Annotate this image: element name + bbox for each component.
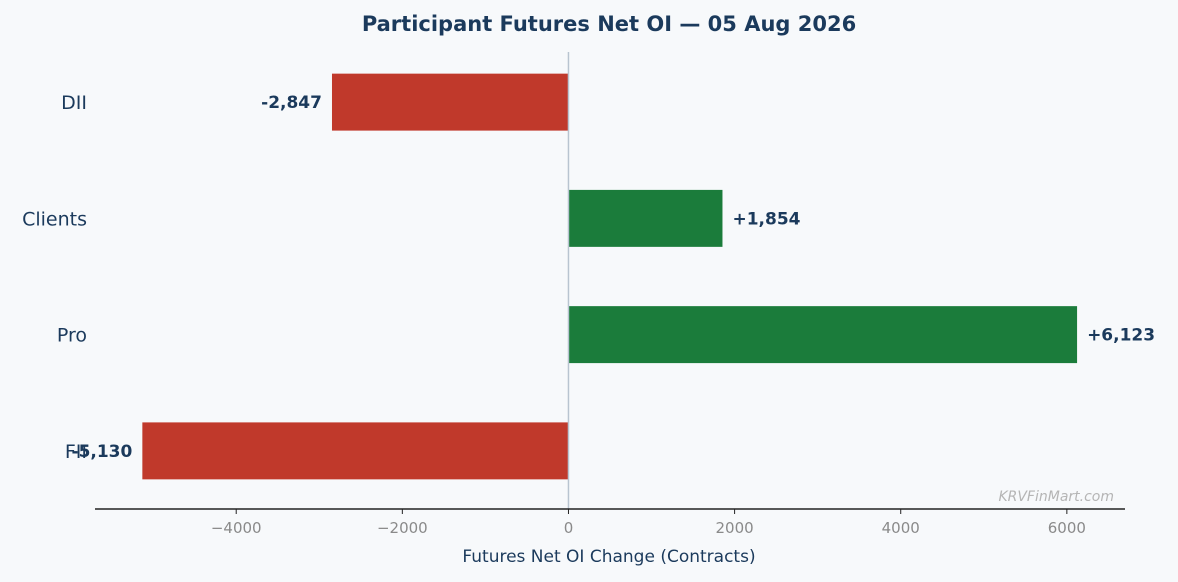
chart-title: Participant Futures Net OI — 05 Aug 2026: [362, 12, 856, 36]
bar-pro: [568, 306, 1078, 364]
x-tick-label: −4000: [211, 519, 262, 537]
bars-layer: [142, 73, 1078, 480]
category-label-dii: DII: [61, 92, 87, 114]
watermark: KRVFinMart.com: [998, 489, 1114, 505]
bar-dii: [331, 73, 569, 131]
category-label-fii: FII: [65, 441, 87, 463]
x-tick-label: 6000: [1048, 519, 1086, 537]
data-label-dii: -2,847: [261, 93, 322, 113]
x-ticks: −4000 −2000 0 2000 4000 6000: [211, 509, 1086, 537]
data-label-clients: +1,854: [732, 209, 800, 229]
category-labels: DII Clients Pro FII: [22, 92, 87, 463]
x-tick-label: −2000: [377, 519, 428, 537]
x-tick-label: 4000: [882, 519, 920, 537]
data-label-fii: -5,130: [72, 442, 133, 462]
data-label-pro: +6,123: [1087, 326, 1155, 346]
category-label-clients: Clients: [22, 208, 87, 230]
x-axis-label: Futures Net OI Change (Contracts): [462, 547, 755, 567]
x-tick-label: 2000: [716, 519, 754, 537]
category-label-pro: Pro: [57, 325, 87, 347]
data-labels: -2,847 +1,854 +6,123 -5,130: [72, 93, 1156, 462]
bar-clients: [568, 189, 723, 247]
x-tick-label: 0: [564, 519, 574, 537]
bar-fii: [142, 422, 569, 480]
